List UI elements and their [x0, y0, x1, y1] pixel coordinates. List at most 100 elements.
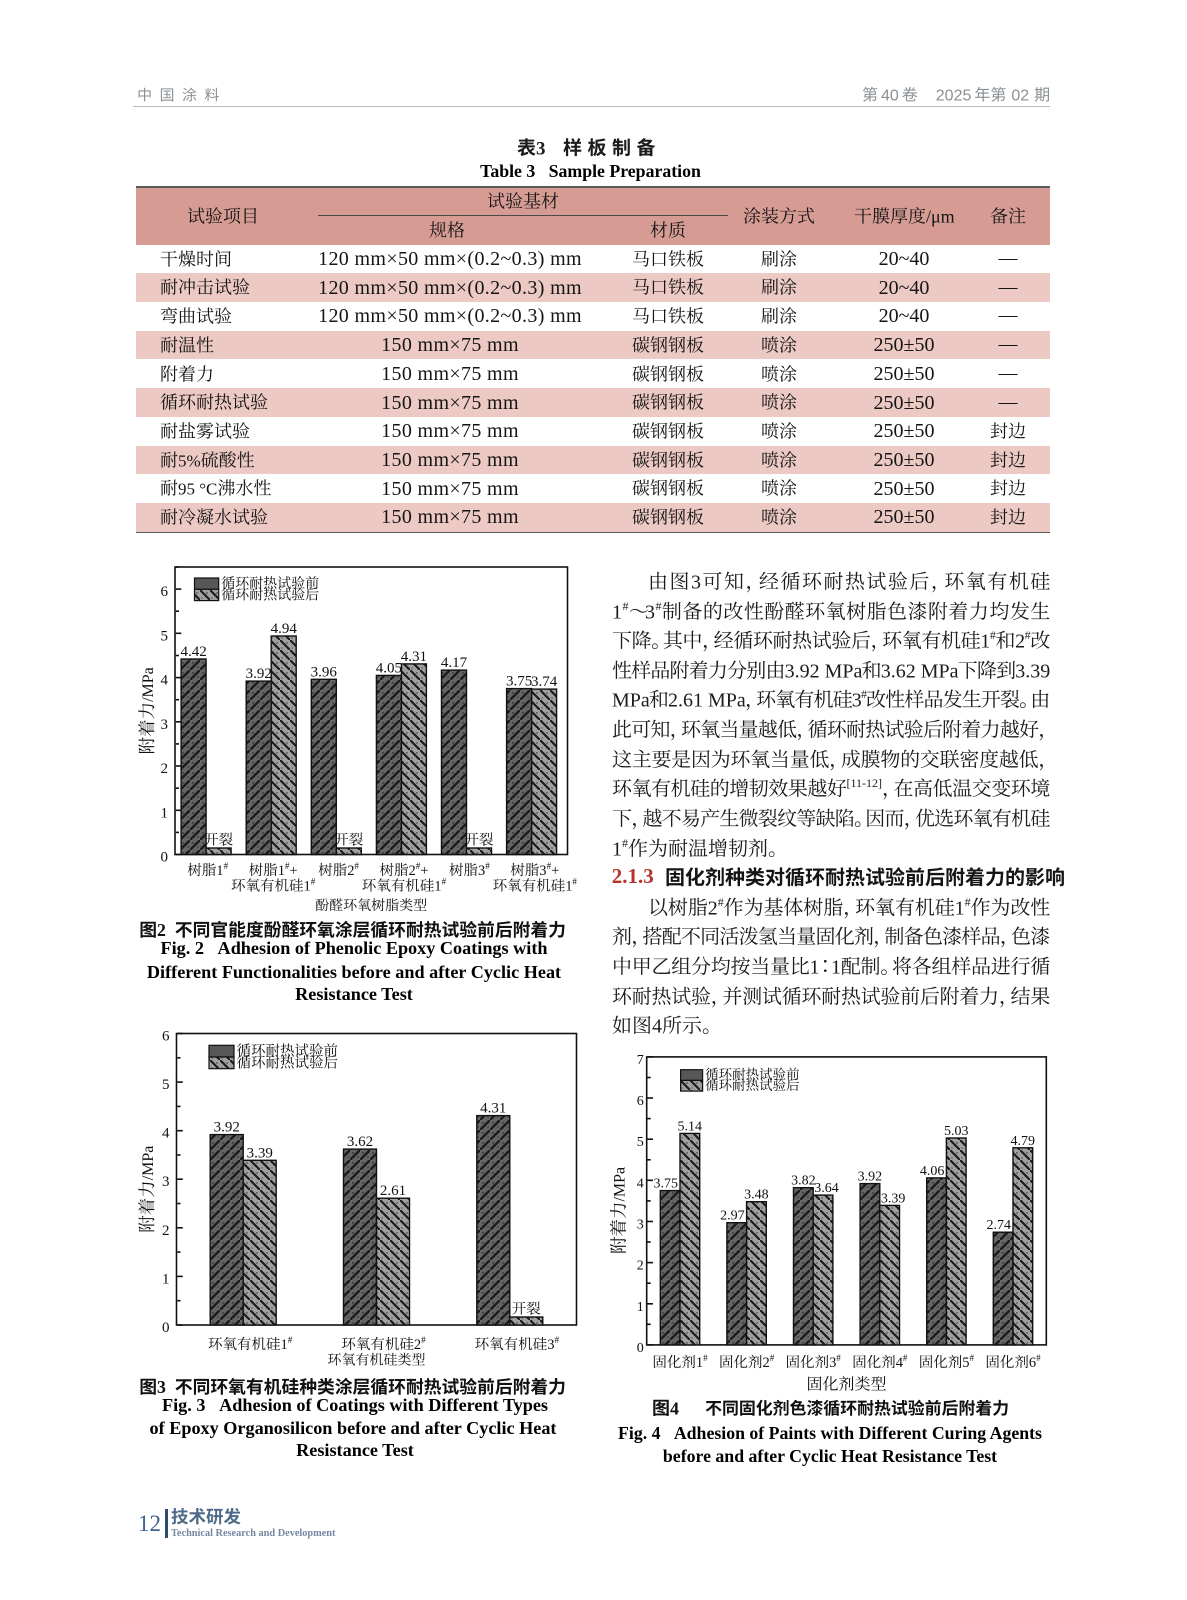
svg-text:1: 1	[637, 1300, 644, 1315]
svg-text:1: 1	[216, 863, 223, 879]
svg-text:3: 3	[645, 601, 655, 623]
svg-text:3: 3	[536, 138, 546, 159]
svg-text:4.05: 4.05	[376, 660, 402, 676]
svg-text:1: 1	[162, 1271, 170, 1287]
svg-text:2.97: 2.97	[720, 1209, 745, 1224]
svg-text:0: 0	[161, 850, 169, 866]
svg-text:1: 1	[954, 897, 964, 919]
svg-text:2.61 MPa: 2.61 MPa	[668, 690, 746, 712]
svg-text:3: 3	[478, 863, 485, 879]
svg-text:3: 3	[851, 690, 861, 712]
svg-text:2: 2	[161, 761, 169, 777]
svg-text:#: #	[311, 876, 316, 886]
svg-text:4.31: 4.31	[480, 1101, 506, 1117]
svg-text:#: #	[416, 861, 421, 871]
svg-text:5.14: 5.14	[678, 1119, 703, 1134]
svg-text:1: 1	[304, 879, 311, 895]
svg-text:#: #	[655, 599, 661, 613]
svg-text:4.42: 4.42	[180, 644, 206, 660]
svg-text:4: 4	[162, 1126, 170, 1142]
svg-text:3.39: 3.39	[881, 1191, 906, 1206]
svg-text:3.62: 3.62	[347, 1134, 373, 1150]
svg-text:1: 1	[434, 879, 441, 895]
svg-text:#: #	[703, 1353, 708, 1363]
svg-text:1: 1	[281, 1337, 288, 1353]
svg-text:2: 2	[414, 1337, 421, 1353]
svg-text:4: 4	[896, 1355, 904, 1371]
svg-text:1: 1	[612, 601, 622, 623]
svg-text:1: 1	[612, 838, 622, 860]
svg-text:#: #	[903, 1353, 908, 1363]
svg-text:#: #	[288, 1335, 293, 1345]
svg-text:#: #	[990, 628, 996, 642]
svg-text:#: #	[622, 836, 628, 850]
svg-text:4: 4	[161, 673, 169, 689]
svg-text:3: 3	[162, 1174, 170, 1190]
svg-text:6: 6	[637, 1094, 644, 1109]
svg-text:4.31: 4.31	[401, 649, 427, 665]
svg-text:3.92: 3.92	[214, 1120, 240, 1136]
svg-text:4.06: 4.06	[920, 1164, 945, 1179]
svg-text:1: 1	[696, 1355, 703, 1371]
svg-text:1: 1	[809, 956, 819, 978]
svg-text:/MPa: /MPa	[612, 1167, 629, 1202]
svg-text:2: 2	[707, 897, 717, 919]
svg-text:5%: 5%	[178, 451, 201, 470]
svg-text:5.03: 5.03	[944, 1124, 969, 1139]
svg-text:#: #	[622, 599, 628, 613]
svg-text:1: 1	[831, 956, 841, 978]
svg-text:#: #	[285, 861, 290, 871]
svg-text:2: 2	[347, 863, 354, 879]
svg-text:#: #	[1024, 628, 1030, 642]
svg-text:5: 5	[962, 1355, 969, 1371]
svg-text:MPa: MPa	[612, 690, 650, 712]
svg-text:0: 0	[637, 1341, 644, 1356]
svg-text:1: 1	[161, 805, 169, 821]
svg-text:3.92 MPa: 3.92 MPa	[784, 660, 862, 682]
svg-text:3.39: 3.39	[247, 1145, 273, 1161]
svg-text:2: 2	[409, 863, 416, 879]
svg-text:#: #	[547, 861, 552, 871]
svg-text:4: 4	[637, 1176, 644, 1191]
svg-text:#: #	[224, 861, 229, 871]
svg-text:#: #	[1036, 1353, 1041, 1363]
svg-text:4.79: 4.79	[1011, 1134, 1036, 1149]
svg-text:4: 4	[652, 1016, 662, 1038]
svg-text:5: 5	[162, 1077, 170, 1093]
svg-text:4.17: 4.17	[441, 655, 468, 671]
svg-text:5: 5	[637, 1135, 644, 1150]
svg-text:#: #	[964, 895, 970, 909]
svg-text:/MPa: /MPa	[140, 1146, 157, 1181]
svg-text:5: 5	[161, 628, 169, 644]
svg-text:2: 2	[1015, 630, 1025, 652]
svg-text:3.92: 3.92	[246, 666, 272, 682]
svg-text:#: #	[485, 861, 490, 871]
svg-text:#: #	[836, 1353, 841, 1363]
svg-text:3.48: 3.48	[744, 1188, 769, 1203]
svg-text:+: +	[420, 863, 428, 879]
svg-text:6: 6	[162, 1029, 170, 1045]
svg-text:7: 7	[637, 1053, 644, 1068]
svg-text:2.61: 2.61	[380, 1183, 406, 1199]
svg-text:3.64: 3.64	[814, 1181, 839, 1196]
svg-text:3: 3	[157, 1377, 166, 1397]
svg-text:4: 4	[670, 1398, 679, 1418]
svg-text:3.82: 3.82	[791, 1174, 816, 1189]
svg-text:#: #	[555, 1335, 560, 1345]
svg-text:/MPa: /MPa	[140, 667, 157, 702]
svg-text:3: 3	[829, 1355, 836, 1371]
svg-text:3: 3	[547, 1337, 554, 1353]
svg-text:1: 1	[980, 630, 990, 652]
svg-text:#: #	[861, 687, 867, 701]
svg-text:3.74: 3.74	[531, 674, 558, 690]
svg-text:2.74: 2.74	[987, 1218, 1012, 1233]
svg-text:#: #	[354, 861, 359, 871]
svg-text:3: 3	[637, 1218, 644, 1233]
svg-text:#: #	[421, 1335, 426, 1345]
svg-text:2: 2	[162, 1223, 170, 1239]
svg-text:3.39: 3.39	[1015, 660, 1050, 682]
svg-text:/μm: /μm	[926, 206, 955, 226]
svg-text:02: 02	[1011, 87, 1029, 104]
svg-text:3.62 MPa: 3.62 MPa	[880, 660, 958, 682]
svg-text:2: 2	[157, 920, 166, 940]
